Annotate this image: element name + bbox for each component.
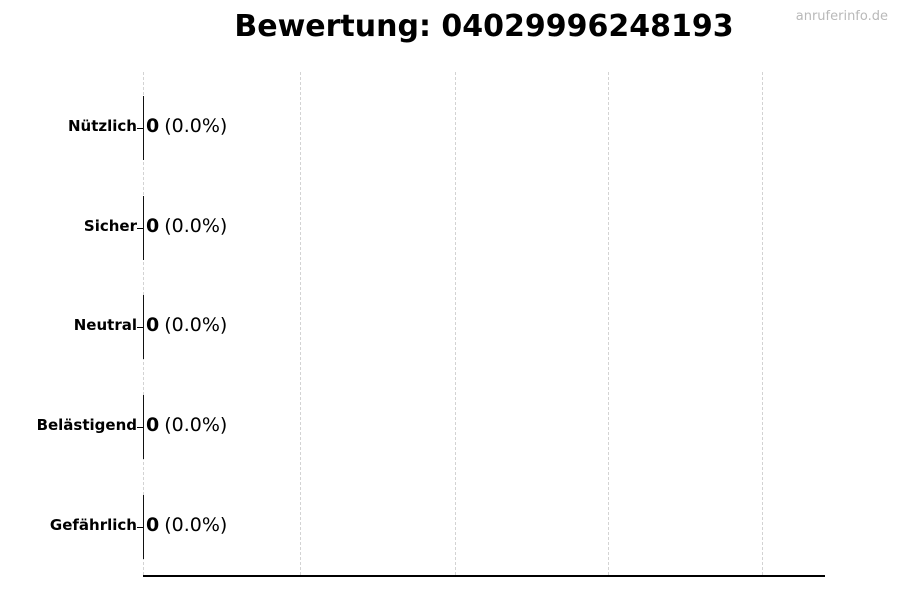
category-label-gefaehrlich: Gefährlich: [49, 516, 137, 534]
y-tick-mark: [137, 427, 143, 428]
value-percent: (0.0%): [164, 314, 228, 336]
value-group-nuetzlich: 0 (0.0%): [146, 115, 227, 137]
category-label-neutral: Neutral: [73, 316, 137, 334]
value-count: 0: [146, 514, 160, 536]
bar-neutral: [143, 295, 144, 359]
value-count: 0: [146, 314, 160, 336]
value-count: 0: [146, 215, 160, 237]
bar-gefaehrlich: [143, 495, 144, 559]
value-group-gefaehrlich: 0 (0.0%): [146, 514, 227, 536]
bar-belaestigend: [143, 395, 144, 459]
gridline-4: [762, 72, 763, 575]
y-tick-mark: [137, 527, 143, 528]
category-label-belaestigend: Belästigend: [36, 416, 137, 434]
page-title: Bewertung: 04029996248193: [234, 9, 734, 44]
value-count: 0: [146, 115, 160, 137]
category-label-sicher: Sicher: [83, 217, 137, 235]
site-watermark: anruferinfo.de: [795, 9, 888, 24]
category-label-nuetzlich: Nützlich: [68, 117, 137, 135]
bar-sicher: [143, 196, 144, 260]
value-count: 0: [146, 414, 160, 436]
gridline-3: [608, 72, 609, 575]
y-tick-mark: [137, 128, 143, 129]
value-group-belaestigend: 0 (0.0%): [146, 414, 227, 436]
y-tick-mark: [137, 327, 143, 328]
y-tick-mark: [137, 228, 143, 229]
value-percent: (0.0%): [164, 514, 228, 536]
gridline-1: [300, 72, 301, 575]
value-percent: (0.0%): [164, 215, 228, 237]
value-percent: (0.0%): [164, 414, 228, 436]
bar-nuetzlich: [143, 96, 144, 160]
value-group-sicher: 0 (0.0%): [146, 215, 227, 237]
value-percent: (0.0%): [164, 115, 228, 137]
x-axis-line: [143, 575, 825, 577]
plot-area: [143, 72, 825, 575]
value-group-neutral: 0 (0.0%): [146, 314, 227, 336]
gridline-2: [455, 72, 456, 575]
